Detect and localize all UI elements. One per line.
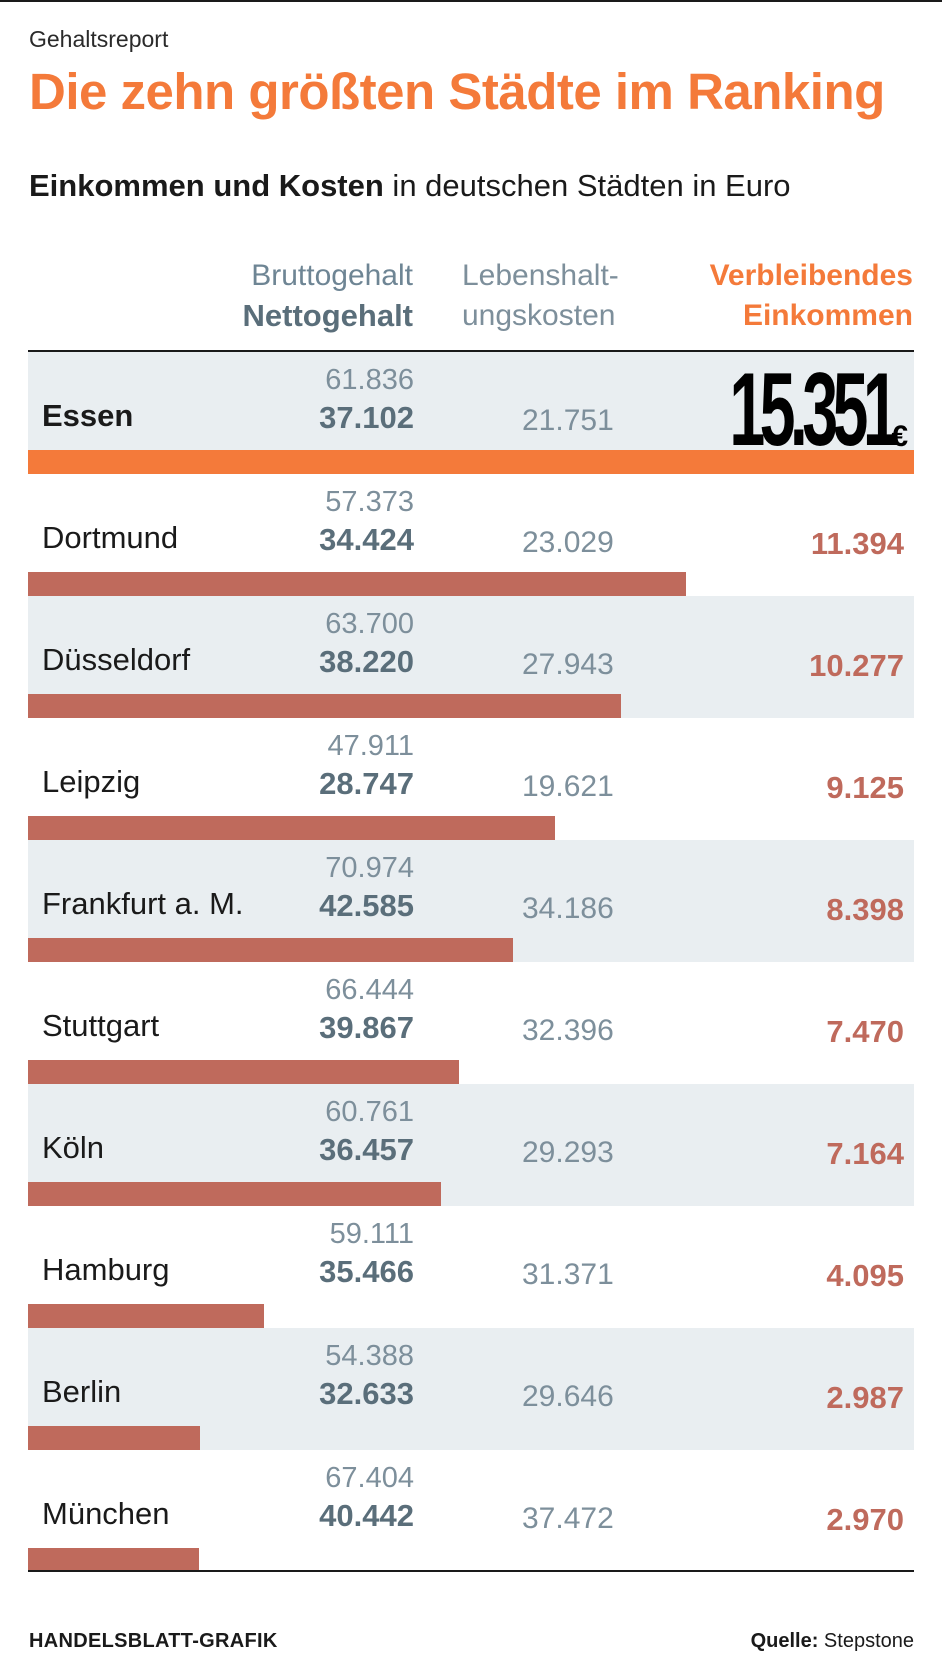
city-label: Hamburg: [42, 1252, 170, 1287]
living-cost: 37.472: [522, 1502, 614, 1535]
remaining-income: 10.277: [809, 648, 904, 683]
gross-salary: 60.761: [325, 1096, 414, 1128]
city-label: Stuttgart: [42, 1008, 160, 1043]
city-label: Köln: [42, 1130, 105, 1165]
gross-salary: 57.373: [325, 486, 414, 518]
remaining-bar: [28, 450, 914, 474]
gross-salary: 61.836: [325, 364, 414, 396]
gross-salary: 66.444: [325, 974, 414, 1006]
net-salary: 40.442: [319, 1498, 414, 1533]
city-label: Leipzig: [42, 764, 141, 799]
table-row: Köln 60.761 36.457 29.293 7.164: [28, 1084, 914, 1206]
living-cost: 29.293: [522, 1136, 614, 1169]
source: Quelle: Stepstone: [751, 1630, 914, 1653]
living-cost: 27.943: [522, 648, 614, 681]
table-row: Leipzig 47.911 28.747 19.621 9.125: [28, 718, 914, 840]
table-bottom-rule: [28, 1570, 914, 1572]
top-remaining-number: 15.351: [729, 352, 899, 468]
table-top-rule: [28, 350, 914, 352]
living-cost: 21.751: [522, 404, 614, 437]
header-net: Nettogehalt: [242, 298, 414, 333]
top-remaining-value: 15.351 €: [629, 352, 908, 468]
remaining-bar: [28, 1426, 201, 1450]
net-salary: 28.747: [319, 766, 414, 801]
city-label: Essen: [42, 398, 134, 433]
remaining-bar: [28, 694, 622, 718]
net-salary: 34.424: [319, 522, 414, 557]
source-value: Stepstone: [818, 1630, 914, 1652]
remaining-bar: [28, 572, 686, 596]
table-row: Stuttgart 66.444 39.867 32.396 7.470: [28, 962, 914, 1084]
net-salary: 36.457: [319, 1132, 414, 1167]
city-label: Düsseldorf: [42, 642, 191, 677]
kicker: Gehaltsreport: [29, 26, 169, 52]
subtitle-rest: in deutschen Städten in Euro: [383, 168, 791, 203]
header-remaining-line1: Verbleibendes: [709, 259, 913, 292]
gross-salary: 59.111: [329, 1218, 414, 1250]
net-salary: 37.102: [319, 400, 414, 435]
table-row: Frankfurt a. M. 70.974 42.585 34.186 8.398: [28, 840, 914, 962]
remaining-income: 7.164: [826, 1136, 904, 1171]
chart-subtitle: Einkommen und Kosten in deutschen Städte…: [29, 168, 791, 204]
currency-symbol: €: [891, 420, 908, 453]
living-cost: 19.621: [522, 770, 614, 803]
table-row: Hamburg 59.111 35.466 31.371 4.095: [28, 1206, 914, 1328]
living-cost: 23.029: [522, 526, 614, 559]
remaining-income: 4.095: [826, 1258, 904, 1293]
header-cost: Lebenshalt- ungskosten: [462, 256, 619, 336]
header-gross: Bruttogehalt: [251, 259, 413, 292]
gross-salary: 63.700: [325, 608, 414, 640]
credit: HANDELSBLATT-GRAFIK: [29, 1630, 278, 1652]
table-row: Essen 61.836 37.102 21.751 15.351 €: [28, 352, 914, 474]
remaining-bar: [28, 816, 555, 840]
city-label: Dortmund: [42, 520, 179, 555]
table-row: Berlin 54.388 32.633 29.646 2.987: [28, 1328, 914, 1450]
remaining-bar: [28, 1060, 460, 1084]
gross-salary: 47.911: [327, 730, 414, 762]
city-label: Frankfurt a. M.: [42, 886, 244, 921]
living-cost: 34.186: [522, 892, 614, 925]
living-cost: 32.396: [522, 1014, 614, 1047]
subtitle-bold: Einkommen und Kosten: [29, 168, 384, 203]
table-row: München 67.404 40.442 37.472 2.970: [28, 1450, 914, 1572]
table-row: Dortmund 57.373 34.424 23.029 11.394: [28, 474, 914, 596]
remaining-income: 2.970: [826, 1502, 904, 1537]
net-salary: 39.867: [319, 1010, 414, 1045]
header-remaining: Verbleibendes Einkommen: [710, 256, 913, 336]
header-gross-net: Bruttogehalt Nettogehalt: [243, 256, 414, 336]
net-salary: 35.466: [319, 1254, 414, 1289]
chart-title: Die zehn größten Städte im Ranking: [29, 63, 885, 120]
remaining-income: 2.987: [826, 1380, 904, 1415]
net-salary: 42.585: [319, 888, 414, 923]
city-label: München: [42, 1496, 170, 1531]
remaining-bar: [28, 1182, 442, 1206]
living-cost: 31.371: [522, 1258, 614, 1291]
net-salary: 32.633: [319, 1376, 414, 1411]
remaining-income: 8.398: [826, 892, 904, 927]
remaining-bar: [28, 1304, 265, 1328]
source-label: Quelle:: [750, 1630, 819, 1652]
top-rule: [0, 0, 942, 2]
net-salary: 38.220: [319, 644, 414, 679]
remaining-income: 9.125: [826, 770, 904, 805]
city-label: Berlin: [42, 1374, 122, 1409]
gross-salary: 67.404: [325, 1462, 414, 1494]
living-cost: 29.646: [522, 1380, 614, 1413]
header-cost-line1: Lebenshalt-: [462, 259, 619, 292]
header-remaining-line2: Einkommen: [742, 299, 913, 332]
header-cost-line2: ungskosten: [462, 299, 616, 332]
remaining-income: 7.470: [826, 1014, 904, 1049]
remaining-bar: [28, 938, 513, 962]
remaining-income: 11.394: [810, 526, 904, 561]
table-row: Düsseldorf 63.700 38.220 27.943 10.277: [28, 596, 914, 718]
gross-salary: 70.974: [325, 852, 414, 884]
gross-salary: 54.388: [325, 1340, 414, 1372]
remaining-bar: [28, 1548, 200, 1572]
